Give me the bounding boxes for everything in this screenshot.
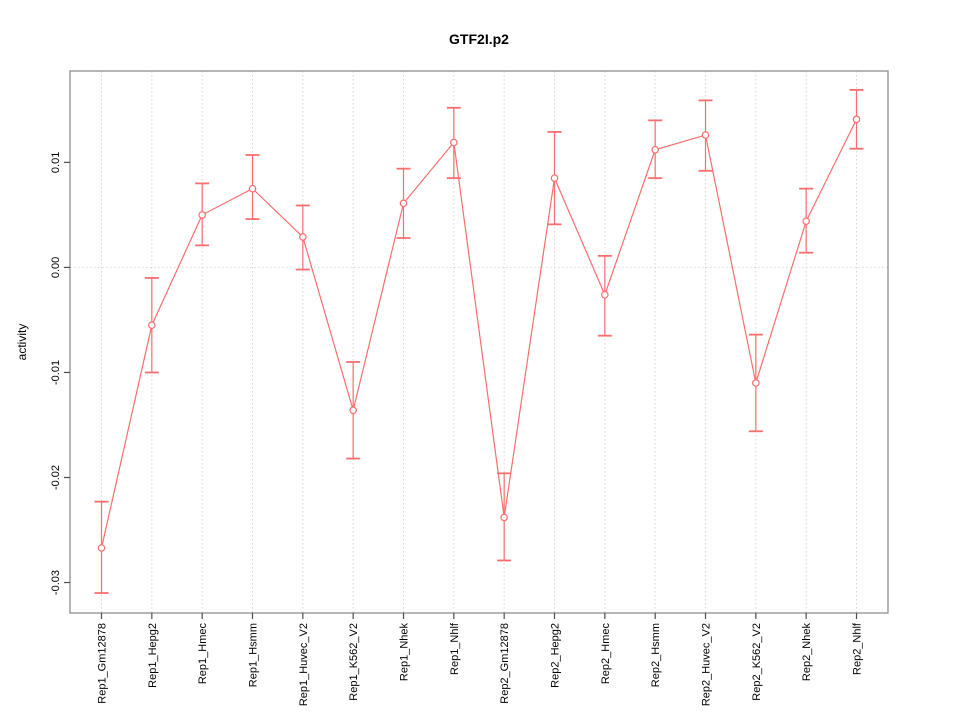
data-point [198,211,206,219]
data-point [601,290,609,299]
y-tick-label: 0.01 [50,152,62,173]
x-tick-label: Rep1_Hsmm [248,623,260,687]
data-point [299,233,307,241]
x-tick-label: Rep2_Gm12878 [499,623,511,704]
y-tick-label: -0.02 [50,465,62,490]
x-tick-label: Rep2_Hepg2 [550,623,562,688]
data-point [550,174,559,182]
plot-border [69,70,889,614]
data-point [752,379,760,387]
y-tick-label: -0.03 [50,570,62,595]
x-tick-label: Rep1_Hmec [197,623,209,685]
x-tick-label: Rep2_Hsmm [650,623,662,687]
x-tick-label: Rep2_Nhlf [852,622,864,675]
x-tick-label: Rep1_Nhek [399,623,411,682]
data-point [97,544,106,552]
x-tick-label: Rep2_K562_V2 [751,623,763,701]
data-point [248,184,257,193]
data-point [701,131,710,139]
data-point [450,138,458,147]
x-tick-label: Rep2_Nhek [801,623,813,682]
x-tick-label: Rep1_K562_V2 [348,623,360,701]
data-point [802,217,810,226]
data-point [651,145,659,154]
data-point [852,115,861,124]
x-tick-label: Rep2_Huvec_V2 [701,623,713,706]
x-tick-label: Rep2_Hmec [600,623,612,685]
y-tick-label: 0.00 [50,257,62,278]
series-line [100,119,858,549]
x-tick-label: Rep1_Gm12878 [97,623,109,704]
data-point [148,321,156,329]
data-point [500,513,508,522]
x-tick-label: Rep1_Hepg2 [147,623,159,688]
x-tick-label: Rep1_Nhlf [449,622,461,675]
data-point [399,199,408,208]
x-tick-label: Rep1_Huvec_V2 [298,623,310,706]
y-tick-label: -0.01 [50,360,62,385]
chart-title: GTF2I.p2 [449,31,509,47]
data-point [349,406,357,415]
y-axis-label: activity [15,323,29,361]
